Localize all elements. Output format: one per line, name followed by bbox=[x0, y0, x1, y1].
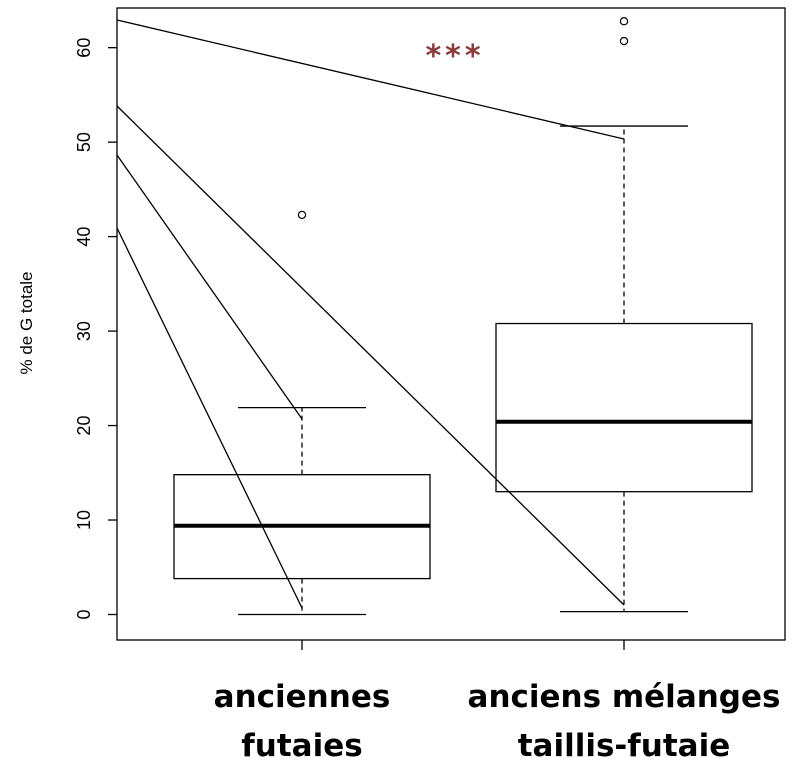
y-axis-title: % de G totale bbox=[17, 271, 36, 374]
y-tick-label: 30 bbox=[74, 321, 94, 341]
y-tick-label: 0 bbox=[74, 609, 94, 619]
x-category-label: anciens mélanges bbox=[468, 679, 781, 715]
annotation-line bbox=[116, 19, 625, 140]
plot-frame bbox=[116, 7, 786, 641]
significance-label: *** bbox=[425, 39, 484, 74]
annotation-lines bbox=[116, 19, 625, 609]
annotation-line bbox=[116, 227, 303, 609]
x-category-label: futaies bbox=[241, 728, 362, 760]
y-tick-label: 50 bbox=[74, 132, 94, 152]
outlier-point bbox=[297, 210, 307, 220]
annotation-line bbox=[116, 105, 625, 606]
y-tick-label: 10 bbox=[74, 510, 94, 530]
y-tick-label: 40 bbox=[74, 227, 94, 247]
annotation-line bbox=[116, 154, 303, 420]
outlier-point bbox=[619, 36, 629, 46]
outlier-point bbox=[619, 17, 629, 26]
box-group bbox=[495, 17, 753, 613]
y-tick-label: 60 bbox=[74, 38, 94, 58]
y-tick-label: 20 bbox=[74, 416, 94, 436]
box-group bbox=[173, 210, 431, 616]
x-category-label: taillis-futaie bbox=[518, 728, 731, 760]
iqr-box bbox=[495, 322, 753, 493]
x-category-label: anciennes bbox=[214, 679, 391, 715]
